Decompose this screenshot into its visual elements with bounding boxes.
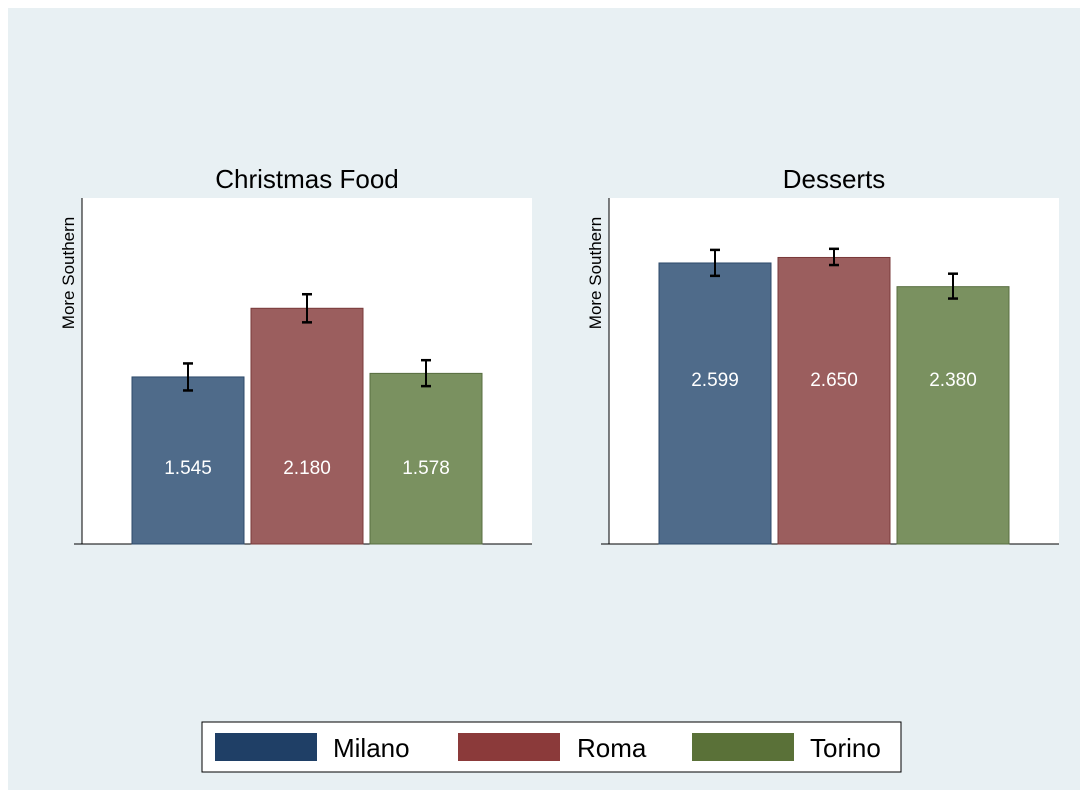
legend-label-milano: Milano	[333, 733, 410, 763]
value-label-milano: 1.545	[164, 458, 212, 479]
legend-swatch-torino	[692, 733, 794, 761]
panel-christmas-food: Christmas Food More Southern 1.545 2.180 1…	[59, 164, 532, 545]
bar-torino	[896, 286, 1010, 545]
panel-title: Desserts	[783, 164, 886, 194]
bar-torino	[369, 372, 483, 545]
panel-desserts: Desserts More Southern 2.599 2.650 2.380	[586, 164, 1059, 545]
legend-label-roma: Roma	[577, 733, 647, 763]
value-label-roma: 2.180	[283, 458, 331, 479]
y-axis-label: More Southern	[59, 217, 78, 329]
value-label-milano: 2.599	[691, 370, 739, 391]
value-label-torino: 1.578	[402, 458, 450, 479]
y-axis-label: More Southern	[586, 217, 605, 329]
bar-marks: 1.545 2.180 1.578	[131, 292, 483, 545]
legend-swatch-roma	[458, 733, 560, 761]
bar-marks: 2.599 2.650 2.380	[658, 247, 1010, 545]
legend-label-torino: Torino	[810, 733, 881, 763]
bar-milano	[658, 262, 772, 545]
legend: Milano Roma Torino	[201, 721, 902, 773]
legend-swatch-milano	[215, 733, 317, 761]
bar-milano	[131, 376, 245, 545]
value-label-roma: 2.650	[810, 370, 858, 391]
bar-roma	[777, 256, 891, 545]
chart-figure: Christmas Food More Southern 1.545 2.180 1…	[8, 8, 1080, 790]
panel-title: Christmas Food	[215, 164, 399, 194]
value-label-torino: 2.380	[929, 370, 977, 391]
bar-roma	[250, 307, 364, 545]
